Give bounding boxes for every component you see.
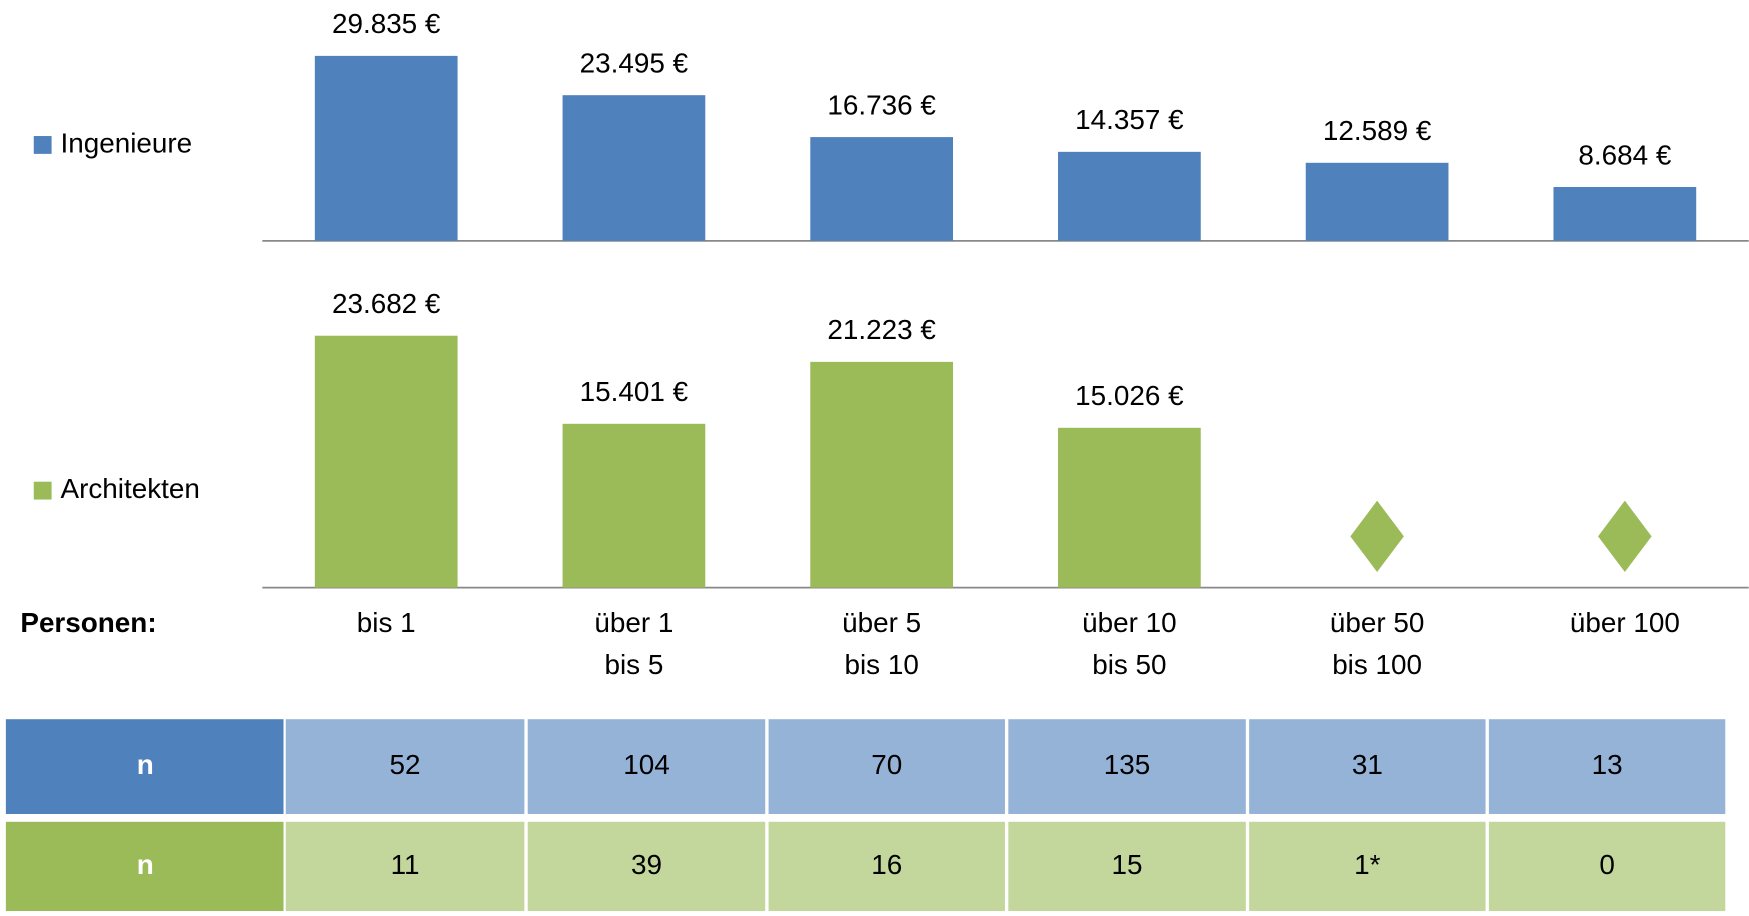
table-cell [1488,821,1726,911]
bar [1553,187,1697,241]
table-cell-text: 11 [391,849,420,880]
table-cell-text: 52 [390,749,421,780]
data-label: 16.736 € [827,89,936,120]
table-cell-text: 15 [1112,849,1143,880]
table-header-cell [5,719,284,814]
x-tick-label: über 1 [594,607,673,638]
table-cell [768,821,1005,911]
x-tick-label: bis 100 [1332,649,1422,680]
table-row-label: n [137,849,154,880]
table-cell [1008,821,1246,911]
x-tick-label: über 10 [1082,607,1176,638]
x-tick-label: bis 5 [604,649,663,680]
bar [1058,151,1201,241]
table-cell-text: 16 [871,849,902,880]
table-cell-text: 1* [1354,849,1380,880]
table-cell [1249,821,1486,911]
data-label: 14.357 € [1075,104,1184,135]
table-cell [1488,719,1726,814]
table-cell [1249,719,1486,814]
table-cell-text: 0 [1599,849,1615,880]
bar [1058,427,1201,588]
data-label: 15.401 € [580,376,689,407]
legend-label: Architekten [61,473,200,504]
data-label: 12.589 € [1323,115,1432,146]
table-cell-text: 39 [631,849,662,880]
bar [810,361,954,588]
table-cell [527,821,766,911]
table-cell [285,719,525,814]
table-header-cell [5,821,284,911]
data-label: 15.026 € [1075,380,1184,411]
x-axis-label: Personen: [20,607,156,638]
table-cell [768,719,1005,814]
bar [314,335,458,588]
data-label: 21.223 € [827,314,936,345]
data-label: 23.682 € [332,288,441,319]
bar [314,55,458,241]
table-cell-text: 31 [1352,749,1383,780]
bar [1305,162,1449,241]
legend-swatch [33,481,52,500]
no-data-marker [1350,500,1404,573]
table-row-label: n [137,749,154,780]
data-label: 29.835 € [332,8,441,39]
bar [810,137,954,241]
legend-label: Ingenieure [61,127,193,158]
data-label: 23.495 € [580,47,689,78]
table-cell-text: 13 [1592,749,1623,780]
no-data-marker [1598,500,1652,573]
table-cell-text: 104 [623,749,669,780]
x-tick-label: über 100 [1570,607,1680,638]
x-tick-label: bis 1 [357,607,416,638]
table-cell [527,719,766,814]
table-cell [285,821,525,911]
x-tick-label: über 50 [1330,607,1424,638]
bar [562,95,706,241]
bar [562,423,706,588]
legend-swatch [33,136,52,154]
x-tick-label: bis 10 [844,649,918,680]
table-cell-text: 70 [871,749,902,780]
table-cell [1008,719,1246,814]
x-tick-label: bis 50 [1092,649,1166,680]
data-label: 8.684 € [1578,139,1671,170]
x-tick-label: über 5 [842,607,921,638]
table-cell-text: 135 [1104,749,1150,780]
